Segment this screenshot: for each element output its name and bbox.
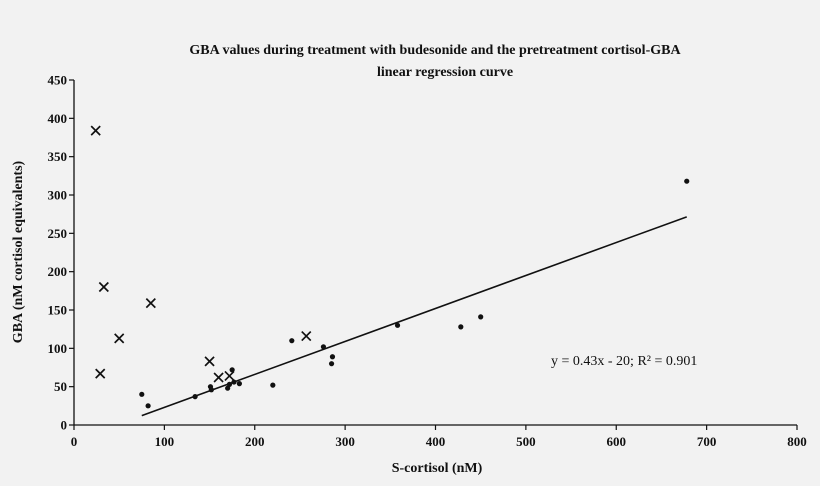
data-point-cross: [145, 297, 156, 309]
x-tick-label: 300: [335, 434, 355, 449]
x-tick-label: 100: [155, 434, 175, 449]
data-point-dot: [192, 394, 198, 400]
data-point-cross: [90, 125, 101, 136]
y-tick-label: 250: [48, 226, 68, 241]
data-point-cross: [224, 370, 235, 382]
x-tick-label: 700: [697, 434, 717, 449]
data-point-dot: [329, 354, 336, 360]
data-point-dot: [458, 324, 464, 330]
data-point-dot: [139, 391, 145, 397]
data-point-dot: [478, 314, 484, 320]
y-tick-label: 300: [48, 188, 68, 203]
regression-equation: y = 0.43x - 20; R² = 0.901: [551, 354, 697, 369]
data-point-cross: [95, 368, 106, 379]
x-tick-label: 800: [787, 434, 807, 449]
data-point-dot: [320, 344, 327, 350]
y-axis-title: GBA (nM cortisol equivalents): [11, 160, 26, 343]
y-tick-label: 400: [48, 111, 68, 126]
data-point-dot: [270, 382, 276, 388]
data-point-dot: [289, 338, 295, 344]
x-tick-label: 500: [516, 434, 536, 449]
data-points: [90, 125, 690, 409]
regression-line-group: [141, 216, 688, 417]
y-tick-label: 50: [54, 379, 67, 394]
data-point-cross: [114, 333, 125, 344]
chart-title-line-2: linear regression curve: [377, 65, 513, 80]
data-point-cross: [301, 330, 312, 342]
data-point-dot: [328, 361, 335, 367]
data-point-dot: [684, 178, 690, 184]
data-point-cross: [98, 281, 109, 293]
ticks: 0 50 100 150 200 250 300 350 400 450 0 100 200 300 400…: [48, 73, 807, 450]
data-point-dot: [231, 379, 237, 385]
y-tick-label: 0: [61, 418, 68, 433]
regression-line: [141, 216, 688, 417]
data-point-dot: [145, 403, 151, 409]
data-point-dot: [394, 322, 401, 328]
y-tick-label: 200: [48, 264, 68, 279]
data-point-dot: [208, 387, 214, 393]
x-tick-label: 200: [245, 434, 265, 449]
data-point-cross: [204, 356, 215, 367]
x-tick-label: 400: [426, 434, 446, 449]
x-axis-title: S-cortisol (nM): [392, 461, 483, 476]
y-tick-label: 150: [48, 303, 68, 318]
x-tick-label: 0: [71, 434, 78, 449]
chart-title-line-1: GBA values during treatment with budeson…: [189, 43, 681, 58]
data-point-dot: [226, 381, 233, 387]
x-tick-label: 600: [607, 434, 627, 449]
y-tick-label: 350: [48, 149, 68, 164]
y-tick-label: 450: [48, 73, 68, 88]
axes: [73, 80, 797, 426]
y-tick-label: 100: [48, 341, 68, 356]
data-point-dot: [236, 381, 242, 387]
data-point-cross: [213, 372, 224, 383]
